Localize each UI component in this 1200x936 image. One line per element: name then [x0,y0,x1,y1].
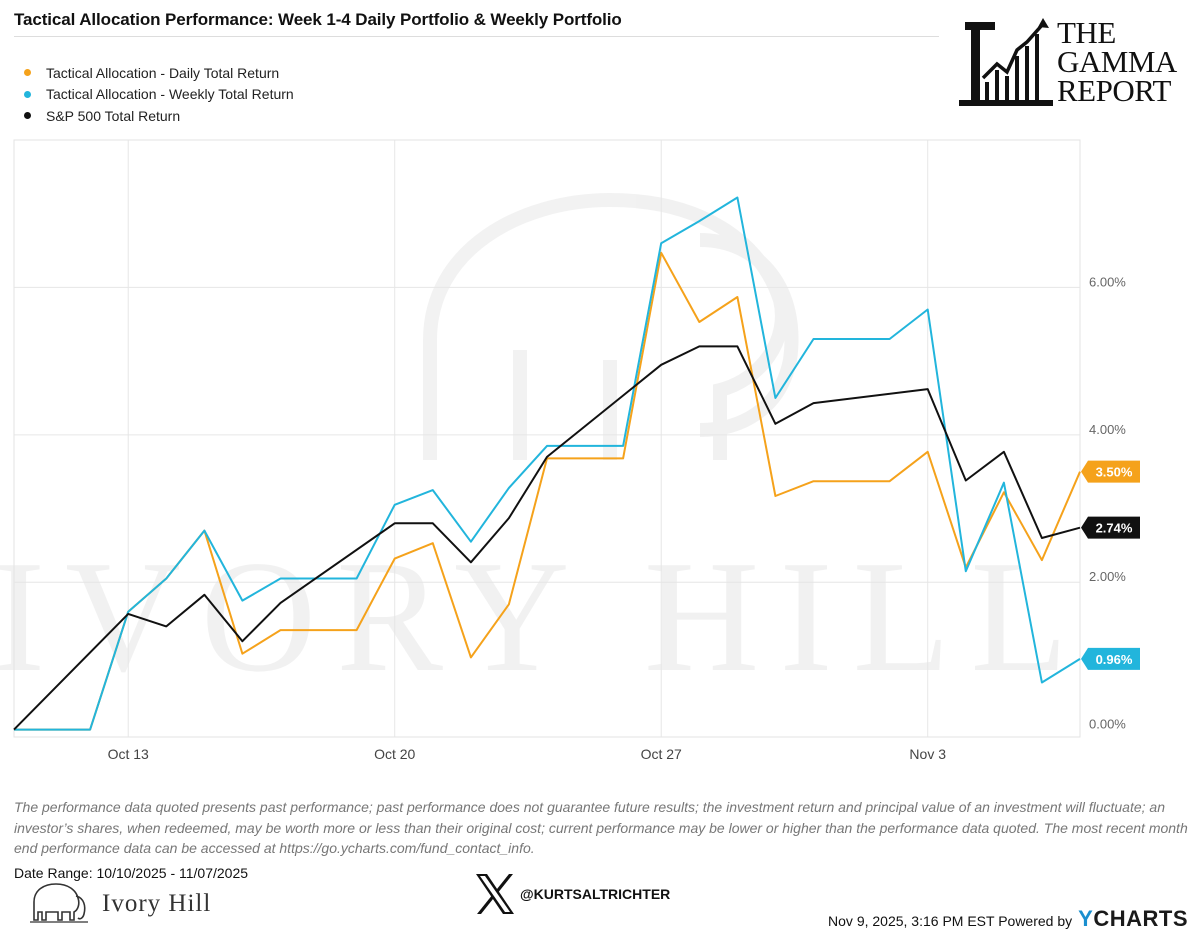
x-handle-text: @KURTSALTRICHTER [520,886,671,902]
x-tick-label: Nov 3 [909,746,946,762]
line-chart: IVORY HILL 0.00%2.00%4.00%6.00% Oct 13 Oc… [0,139,1140,762]
ivory-hill-wordmark: Ivory Hill [102,890,212,917]
gamma-chart-icon [959,18,1053,106]
legend-label-weekly: Tactical Allocation - Weekly Total Retur… [46,86,294,103]
y-tick-label: 6.00% [1089,274,1126,289]
end-label-s-p-500-total-return: 2.74% [1081,516,1140,539]
end-label-badge [1081,460,1140,483]
series-line-s-p-500-total-return [13,345,1081,731]
end-label-tactical-allocation-daily-total-return: 3.50% [1081,460,1140,483]
performance-disclaimer: The performance data quoted presents pas… [14,799,1188,856]
gamma-logo-line-1: THE [1057,15,1116,50]
date-range: Date Range: 10/10/2025 - 11/07/2025 [14,865,249,881]
end-label-text: 3.50% [1096,465,1133,480]
watermark: IVORY HILL [0,192,1088,705]
series-line-tactical-allocation-weekly-total-return [14,196,1081,731]
elephant-watermark-icon [423,192,799,460]
ycharts-logo-rest: CHARTS [1093,906,1188,931]
timestamp: Nov 9, 2025, 3:16 PM EST Powered by [828,913,1073,929]
x-logo-icon [476,874,514,914]
legend-item-daily[interactable]: Tactical Allocation - Daily Total Return [24,62,294,84]
end-label-badge [1081,647,1140,670]
ycharts-logo-y: Y [1078,906,1094,931]
end-label-text: 2.74% [1096,521,1133,536]
chart-footer: Nov 9, 2025, 3:16 PM EST Powered by YCHA… [828,906,1188,932]
ivory-hill-logo: Ivory Hill [28,880,268,926]
gamma-logo-line-2: GAMMA [1057,44,1177,79]
title-divider [14,36,939,37]
y-tick-label: 0.00% [1089,717,1126,732]
y-tick-label: 4.00% [1089,422,1126,437]
x-tick-label: Oct 20 [374,746,415,762]
legend-item-weekly[interactable]: Tactical Allocation - Weekly Total Retur… [24,84,294,106]
gamma-report-logo: THE GAMMA REPORT [955,16,1190,112]
y-tick-label: 2.00% [1089,569,1126,584]
end-label-text: 0.96% [1096,652,1133,667]
legend-label-sp500: S&P 500 Total Return [46,107,181,124]
x-tick-label: Oct 27 [641,746,682,762]
chart-legend: Tactical Allocation - Daily Total Return… [24,62,294,127]
end-label-badge [1081,516,1140,539]
chart-title: Tactical Allocation Performance: Week 1-… [14,10,622,29]
watermark-text: IVORY HILL [0,527,1088,705]
chart-series [13,196,1081,731]
legend-label-daily: Tactical Allocation - Daily Total Return [46,64,280,81]
legend-swatch-weekly [24,90,31,98]
x-social-handle[interactable]: @KURTSALTRICHTER [474,872,670,916]
end-label-tactical-allocation-weekly-total-return: 0.96% [1081,647,1140,670]
plot-frame [13,139,1081,738]
x-axis: Oct 13 Oct 20 Oct 27 Nov 3 [108,746,947,762]
gamma-logo-line-3: REPORT [1057,73,1171,108]
end-labels: 3.50% 0.96% 2.74% [1081,460,1140,670]
legend-swatch-daily [24,69,31,77]
ycharts-logo: YCHARTS [1078,906,1188,932]
elephant-icon [30,883,88,923]
x-tick-label: Oct 13 [108,746,149,762]
legend-item-sp500[interactable]: S&P 500 Total Return [24,105,294,127]
legend-swatch-sp500 [24,112,31,120]
chart-grid [13,139,1081,738]
y-axis: 0.00% 2.00% 4.00% 6.00% [1089,274,1126,731]
